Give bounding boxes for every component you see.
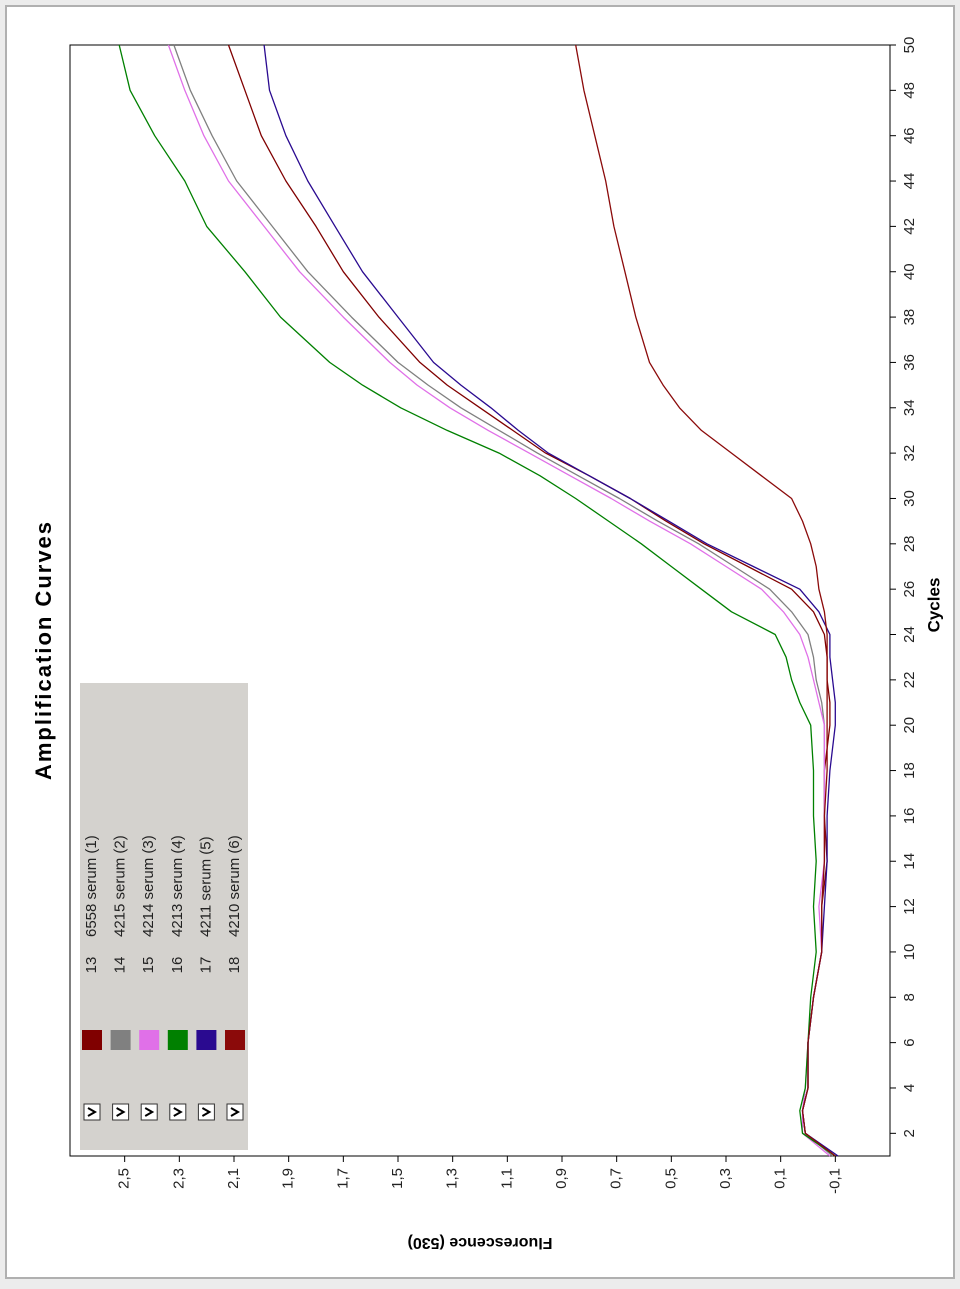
x-tick-label: 24 (901, 626, 918, 643)
legend-swatch (82, 1030, 102, 1050)
legend-check (144, 1107, 155, 1117)
legend-id: 17 (197, 957, 214, 974)
y-tick-label: 2,1 (225, 1168, 242, 1189)
x-tick-label: 34 (901, 399, 918, 416)
x-tick-label: 20 (901, 717, 918, 734)
x-tick-label: 32 (901, 445, 918, 462)
y-tick-label: 1,3 (444, 1168, 461, 1189)
legend-checkbox (197, 1103, 215, 1121)
series-line (118, 44, 836, 1157)
y-tick-label: 1,9 (280, 1168, 297, 1189)
x-tick-label: 10 (901, 944, 918, 961)
y-tick-label: 1,1 (498, 1168, 515, 1189)
legend-id: 16 (169, 957, 186, 974)
x-tick-label: 18 (901, 762, 918, 779)
legend-label: 4214 serum (3) (140, 835, 157, 937)
legend-id: 15 (140, 957, 157, 974)
x-tick-label: 14 (901, 853, 918, 870)
legend-check (201, 1107, 212, 1117)
legend-check (116, 1107, 126, 1117)
y-tick-label: -0,1 (826, 1168, 843, 1194)
y-tick-label: 2,5 (116, 1168, 133, 1189)
legend-checkbox (112, 1103, 130, 1121)
legend-swatch (167, 1030, 188, 1050)
legend-check (87, 1107, 98, 1117)
y-tick-label: 0,1 (772, 1168, 789, 1189)
y-tick-label: 0,5 (662, 1168, 679, 1189)
legend-label: 4211 serum (5) (197, 836, 214, 937)
x-tick-label: 46 (901, 127, 918, 144)
x-tick-label: 44 (901, 173, 918, 190)
legend-checkbox (140, 1103, 158, 1121)
legend-box (80, 683, 248, 1150)
x-tick-label: 38 (901, 309, 918, 326)
legend-checkbox (83, 1103, 101, 1121)
x-tick-label: 42 (901, 218, 918, 235)
x-tick-label: 6 (901, 1038, 918, 1046)
legend-id: 13 (83, 957, 100, 974)
y-tick-label: 0,9 (553, 1168, 570, 1189)
series-line (575, 44, 836, 1157)
legend-swatch (110, 1030, 131, 1050)
x-axis-label: Cycles (924, 578, 943, 633)
legend-id: 14 (112, 957, 129, 974)
x-tick-label: 28 (901, 535, 918, 552)
x-tick-label: 2 (901, 1129, 918, 1137)
x-tick-label: 30 (901, 490, 918, 507)
x-tick-label: 8 (901, 993, 918, 1001)
x-tick-label: 16 (901, 808, 918, 825)
y-tick-label: 0,7 (608, 1168, 625, 1189)
y-tick-label: 1,7 (334, 1168, 351, 1189)
legend-label: 4213 serum (4) (169, 835, 186, 937)
y-tick-label: 0,3 (717, 1168, 734, 1189)
y-tick-label: 1,5 (389, 1168, 406, 1189)
legend-swatch (139, 1030, 160, 1050)
legend-label: 4210 serum (6) (226, 835, 243, 937)
x-tick-label: 40 (901, 263, 918, 280)
x-tick-label: 26 (901, 581, 918, 598)
legend-checkbox (169, 1103, 187, 1121)
legend-label: 4215 serum (2) (112, 835, 129, 937)
plot-frame (69, 44, 891, 1157)
x-tick-label: 48 (901, 82, 918, 99)
x-tick-label: 4 (901, 1084, 918, 1092)
y-tick-label: 2,3 (170, 1168, 187, 1189)
chart-title: Amplification Curves (31, 520, 56, 780)
legend-swatch (196, 1030, 217, 1050)
x-tick-label: 36 (901, 354, 918, 371)
x-tick-label: 12 (901, 898, 918, 915)
legend-checkbox (226, 1103, 244, 1121)
legend-check (173, 1107, 183, 1117)
legend-label: 6558 serum (1) (83, 835, 100, 937)
legend-swatch (225, 1030, 245, 1050)
legend-id: 18 (226, 957, 243, 974)
legend-check (230, 1107, 241, 1117)
y-axis-label: Fluorescence (530) (408, 1234, 553, 1251)
x-tick-label: 50 (901, 37, 918, 54)
x-tick-label: 22 (901, 672, 918, 689)
